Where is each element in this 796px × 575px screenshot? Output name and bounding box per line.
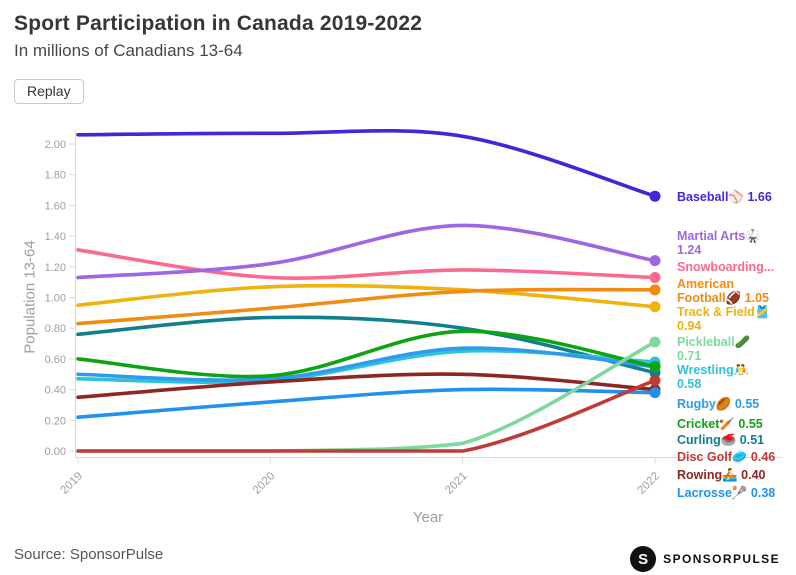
series-label-snowboarding: Snowboarding... bbox=[677, 260, 774, 274]
series-line-rugby[interactable] bbox=[76, 346, 657, 382]
y-tick-label: 1.40 bbox=[45, 231, 66, 243]
series-line-curling[interactable] bbox=[76, 315, 657, 375]
series-endpoint-pickleball[interactable] bbox=[649, 336, 661, 348]
sponsorpulse-logo-icon: S bbox=[630, 546, 657, 572]
series-label-line: Football🏈 1.05 bbox=[677, 291, 769, 305]
series-label-line: Cricket🏏 0.55 bbox=[677, 417, 763, 431]
series-label-line: 1.24 bbox=[677, 243, 702, 257]
y-tick-label: 1.60 bbox=[45, 200, 66, 212]
x-tick-label: 2020 bbox=[251, 470, 278, 497]
y-tick-label: 0.40 bbox=[45, 385, 66, 397]
series-label-line: 0.94 bbox=[677, 319, 702, 333]
sponsorpulse-logo-text: SPONSORPULSE bbox=[663, 552, 780, 566]
series-label-pickleball: Pickleball🥒 0.71 bbox=[677, 335, 750, 363]
series-label-line: Rugby🏉 0.55 bbox=[677, 397, 760, 411]
replay-button[interactable]: Replay bbox=[14, 79, 84, 104]
series-endpoint-disc-golf[interactable] bbox=[649, 374, 661, 386]
y-tick-label: 0.00 bbox=[45, 446, 66, 458]
series-label-cricket: Cricket🏏 0.55 bbox=[677, 417, 763, 431]
series-label-line: Curling🥌 0.51 bbox=[677, 433, 765, 447]
y-tick-label: 1.20 bbox=[45, 262, 66, 274]
series-line-snowboarding[interactable] bbox=[76, 248, 657, 280]
series-endpoint-american-football[interactable] bbox=[649, 284, 661, 296]
page-title: Sport Participation in Canada 2019-2022 bbox=[14, 12, 423, 35]
x-tick-label: 2021 bbox=[443, 470, 470, 497]
series-label-track-field: Track & Field🎽 0.94 bbox=[677, 305, 770, 333]
series-label-line: Wrestling🤼 bbox=[677, 363, 750, 377]
series-line-cricket[interactable] bbox=[76, 329, 657, 379]
series-label-line: American bbox=[677, 277, 734, 291]
y-tick-label: 1.80 bbox=[45, 170, 66, 182]
y-tick-label: 0.60 bbox=[45, 354, 66, 366]
series-label-baseball: Baseball⚾ 1.66 bbox=[677, 190, 772, 204]
y-tick-label: 2.00 bbox=[45, 139, 66, 151]
series-label-line: Lacrosse🥍 0.38 bbox=[677, 486, 776, 500]
series-label-wrestling: Wrestling🤼 0.58 bbox=[677, 363, 749, 391]
page-subtitle: In millions of Canadians 13-64 bbox=[14, 41, 243, 60]
series-line-baseball[interactable] bbox=[76, 128, 657, 198]
x-tick-label: 2022 bbox=[636, 470, 663, 497]
y-tick-label: 0.20 bbox=[45, 415, 66, 427]
series-label-curling: Curling🥌 0.51 bbox=[677, 433, 764, 447]
y-tick-label: 0.80 bbox=[45, 323, 66, 335]
series-label-line: Pickleball🥒 bbox=[677, 335, 751, 349]
series-endpoint-martial-arts[interactable] bbox=[649, 255, 661, 267]
series-label-martial-arts: Martial Arts🥋 1.24 bbox=[677, 229, 761, 257]
sponsorpulse-logo: S SPONSORPULSE bbox=[630, 546, 780, 572]
series-endpoint-lacrosse[interactable] bbox=[649, 387, 661, 399]
series-line-american-football[interactable] bbox=[76, 287, 657, 326]
series-label-line: Martial Arts🥋 bbox=[677, 229, 761, 243]
series-label-line: 0.71 bbox=[677, 349, 702, 363]
series-endpoint-baseball[interactable] bbox=[649, 190, 661, 202]
series-label-rugby: Rugby🏉 0.55 bbox=[677, 397, 759, 411]
source-text: Source: SponsorPulse bbox=[14, 546, 164, 563]
x-tick-label: 2019 bbox=[59, 470, 86, 497]
series-endpoint-track-field[interactable] bbox=[649, 301, 661, 313]
series-label-line: Baseball⚾ 1.66 bbox=[677, 190, 772, 204]
series-line-martial-arts[interactable] bbox=[76, 223, 657, 280]
series-label-line: Rowing🚣 0.40 bbox=[677, 468, 766, 482]
series-label-lacrosse: Lacrosse🥍 0.38 bbox=[677, 486, 775, 500]
x-axis-title: Year bbox=[412, 509, 444, 526]
series-label-line: 0.58 bbox=[677, 377, 702, 391]
series-endpoint-snowboarding[interactable] bbox=[649, 272, 661, 284]
series-line-disc-golf[interactable] bbox=[76, 378, 657, 453]
series-line-rowing[interactable] bbox=[76, 372, 657, 400]
series-endpoint-cricket[interactable] bbox=[649, 361, 661, 373]
series-label-disc-golf: Disc Golf🥏 0.46 bbox=[677, 450, 775, 464]
series-line-pickleball[interactable] bbox=[76, 340, 657, 453]
series-label-rowing: Rowing🚣 0.40 bbox=[677, 468, 766, 482]
series-line-track-field[interactable] bbox=[76, 283, 657, 309]
series-label-line: Disc Golf🥏 0.46 bbox=[677, 450, 776, 464]
series-label-line: Snowboarding... bbox=[677, 260, 775, 274]
series-label-american-football: American Football🏈 1.05 bbox=[677, 277, 769, 305]
y-tick-label: 1.00 bbox=[45, 293, 66, 305]
y-axis-title: Population 13-64 bbox=[21, 240, 39, 354]
series-label-line: Track & Field🎽 bbox=[677, 305, 771, 319]
